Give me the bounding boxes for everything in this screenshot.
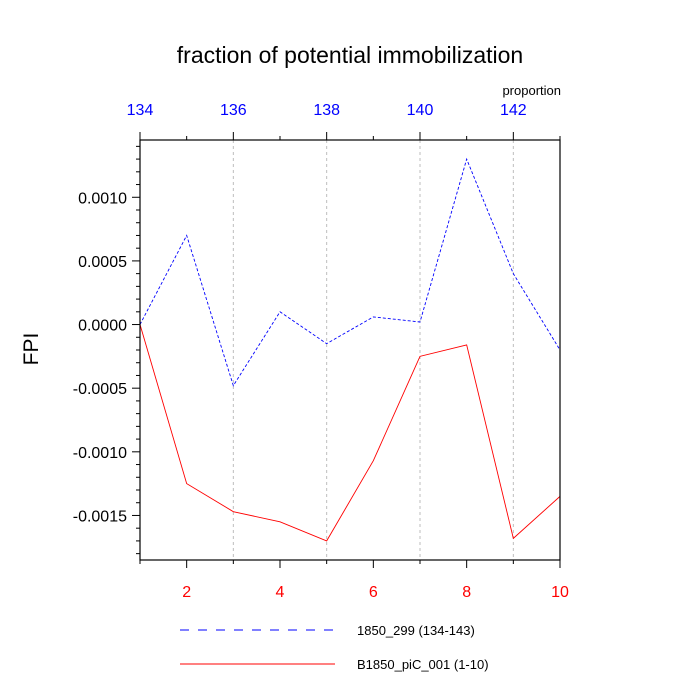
x-bottom-tick-label: 6 (369, 584, 378, 601)
chart-title: fraction of potential immobilization (177, 42, 523, 68)
plot-frame (139, 139, 561, 561)
x-top-tick-label: 142 (500, 102, 527, 119)
legend-label-1: 1850_299 (134-143) (357, 623, 475, 638)
y-tick-label: 0.0010 (78, 190, 127, 207)
legend-label-2: B1850_piC_001 (1-10) (357, 657, 489, 672)
y-tick-label: -0.0005 (73, 381, 127, 398)
y-tick-label: -0.0015 (73, 508, 127, 525)
y-tick-label: -0.0010 (73, 445, 127, 462)
axes (132, 132, 561, 568)
top-axis-label: proportion (502, 83, 561, 98)
x-bottom-tick-label: 4 (276, 584, 285, 601)
y-axis-label: FPI (20, 333, 43, 366)
x-top-tick-label: 134 (127, 102, 154, 119)
series-line-2 (139, 324, 561, 542)
y-tick-label: 0.0000 (78, 318, 127, 335)
grid (232, 140, 514, 560)
legend: 1850_299 (134-143) B1850_piC_001 (1-10) (180, 623, 489, 672)
x-top-tick-label: 140 (407, 102, 434, 119)
series-group (139, 157, 561, 542)
x-top-tick-label: 138 (313, 102, 340, 119)
x-top-tick-label: 136 (220, 102, 247, 119)
series-line-1 (139, 157, 561, 387)
y-tick-label: 0.0005 (78, 254, 127, 271)
x-bottom-tick-label: 10 (551, 584, 569, 601)
x-bottom-tick-label: 2 (182, 584, 191, 601)
x-bottom-tick-label: 8 (462, 584, 471, 601)
tick-labels: 0.0010 0.0005 0.0000 -0.0005 -0.0010 -0.0015 2… (73, 102, 569, 601)
